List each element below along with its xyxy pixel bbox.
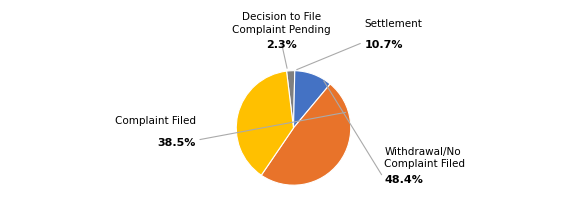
Wedge shape	[294, 71, 330, 128]
Text: Withdrawal/No
Complaint Filed: Withdrawal/No Complaint Filed	[384, 147, 465, 169]
Text: 10.7%: 10.7%	[364, 40, 403, 50]
Wedge shape	[261, 84, 351, 185]
Wedge shape	[236, 71, 294, 175]
Text: Complaint Filed: Complaint Filed	[115, 116, 196, 126]
Text: Decision to File
Complaint Pending: Decision to File Complaint Pending	[232, 12, 330, 35]
Text: 2.3%: 2.3%	[266, 40, 297, 50]
Text: 48.4%: 48.4%	[384, 175, 423, 185]
Wedge shape	[286, 71, 295, 128]
Text: 38.5%: 38.5%	[157, 138, 196, 148]
Text: Settlement: Settlement	[364, 19, 422, 28]
